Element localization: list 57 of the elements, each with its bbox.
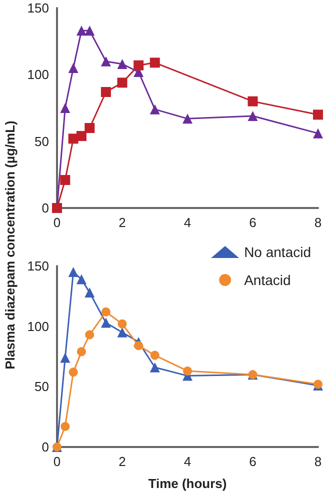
point: [248, 111, 258, 121]
point: [76, 26, 86, 36]
point: [134, 341, 144, 350]
point: [60, 352, 70, 363]
point: [85, 330, 94, 340]
x-tick-label: 6: [249, 454, 256, 469]
point: [76, 274, 86, 284]
y-axis-title: Plasma diazepam concentration (µg/mL): [2, 120, 18, 370]
point: [68, 267, 78, 278]
point: [60, 103, 70, 113]
point: [117, 78, 128, 88]
point: [100, 318, 111, 328]
point: [84, 26, 95, 36]
point: [313, 128, 323, 138]
y-tick-label: 100: [27, 67, 49, 82]
point: [117, 59, 128, 69]
point: [150, 362, 160, 372]
point: [182, 114, 192, 124]
x-tick-label: 0: [53, 215, 61, 230]
point: [60, 422, 70, 431]
y-tick-label: 50: [34, 134, 49, 149]
x-tick-label: 4: [184, 454, 192, 469]
x-tick-label: 4: [184, 215, 192, 230]
y-tick-label: 50: [34, 379, 49, 394]
point: [68, 368, 78, 377]
point: [100, 87, 111, 97]
point: [150, 58, 160, 68]
legend-label: Antacid: [244, 272, 291, 288]
point: [101, 307, 110, 316]
legend-label: No antacid: [244, 244, 312, 260]
point: [118, 319, 127, 328]
point: [134, 60, 144, 70]
point: [100, 56, 111, 66]
point: [60, 175, 70, 185]
point: [68, 63, 78, 73]
y-tick-label: 0: [42, 440, 49, 454]
x-tick-label: 6: [249, 215, 256, 230]
point: [76, 347, 86, 356]
x-tick-label: 2: [118, 454, 126, 469]
point: [117, 327, 128, 338]
y-tick-label: 0: [42, 200, 49, 216]
point: [248, 96, 258, 106]
x-tick-label: 8: [314, 215, 322, 230]
point: [84, 123, 95, 133]
point: [150, 104, 160, 114]
point: [84, 288, 95, 298]
point: [183, 366, 192, 376]
y-tick-label: 100: [27, 318, 49, 334]
point: [76, 131, 86, 141]
x-tick-label: 2: [118, 215, 126, 230]
y-tick-label: 150: [27, 0, 49, 16]
point: [313, 110, 323, 120]
point: [150, 350, 160, 360]
x-tick-label: 8: [314, 454, 322, 469]
x-tick-label: 0: [53, 454, 61, 469]
x-axis-title: Time (hours): [148, 476, 227, 491]
y-tick-label: 150: [27, 258, 49, 274]
